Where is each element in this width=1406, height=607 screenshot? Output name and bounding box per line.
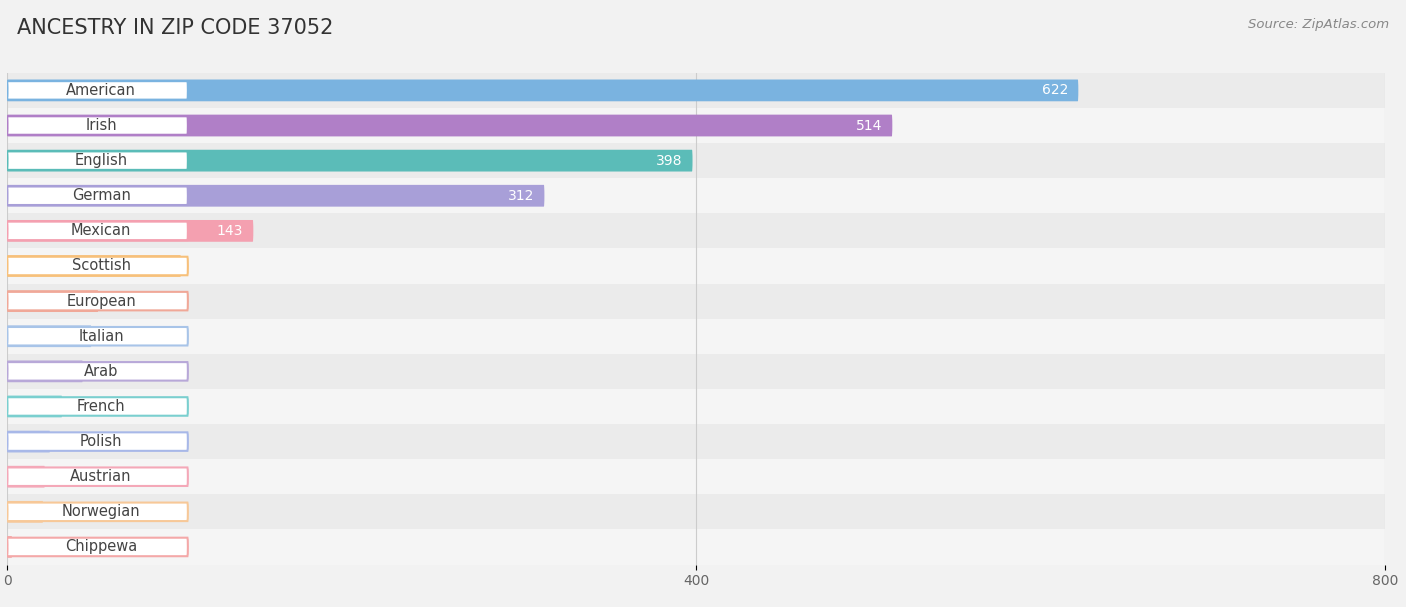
- FancyBboxPatch shape: [7, 248, 1385, 283]
- Text: Polish: Polish: [80, 434, 122, 449]
- FancyBboxPatch shape: [7, 396, 62, 418]
- Text: Mexican: Mexican: [70, 223, 131, 239]
- Text: Chippewa: Chippewa: [65, 540, 138, 554]
- FancyBboxPatch shape: [7, 397, 188, 416]
- FancyBboxPatch shape: [7, 222, 188, 240]
- FancyBboxPatch shape: [7, 494, 1385, 529]
- Text: 21: 21: [58, 505, 75, 519]
- FancyBboxPatch shape: [7, 108, 1385, 143]
- Text: 101: 101: [145, 259, 170, 273]
- Text: American: American: [66, 83, 136, 98]
- Text: 32: 32: [76, 399, 93, 413]
- Text: Scottish: Scottish: [72, 259, 131, 274]
- Text: Arab: Arab: [84, 364, 118, 379]
- Text: 53: 53: [112, 294, 129, 308]
- FancyBboxPatch shape: [7, 81, 188, 100]
- FancyBboxPatch shape: [7, 432, 188, 451]
- FancyBboxPatch shape: [7, 80, 1078, 101]
- Text: Italian: Italian: [79, 329, 124, 344]
- FancyBboxPatch shape: [7, 213, 1385, 248]
- FancyBboxPatch shape: [7, 283, 1385, 319]
- Text: Austrian: Austrian: [70, 469, 132, 484]
- FancyBboxPatch shape: [7, 389, 1385, 424]
- FancyBboxPatch shape: [7, 185, 544, 206]
- FancyBboxPatch shape: [7, 186, 188, 205]
- FancyBboxPatch shape: [7, 255, 181, 277]
- Text: English: English: [75, 153, 128, 168]
- FancyBboxPatch shape: [7, 424, 1385, 459]
- FancyBboxPatch shape: [7, 257, 188, 275]
- FancyBboxPatch shape: [7, 327, 188, 345]
- FancyBboxPatch shape: [7, 151, 188, 170]
- FancyBboxPatch shape: [7, 361, 83, 382]
- FancyBboxPatch shape: [7, 459, 1385, 494]
- FancyBboxPatch shape: [7, 220, 253, 242]
- Text: 3: 3: [25, 540, 35, 554]
- Text: German: German: [72, 188, 131, 203]
- FancyBboxPatch shape: [7, 150, 693, 172]
- Text: 312: 312: [508, 189, 534, 203]
- Text: Norwegian: Norwegian: [62, 504, 141, 520]
- FancyBboxPatch shape: [7, 362, 188, 381]
- FancyBboxPatch shape: [7, 467, 188, 486]
- FancyBboxPatch shape: [7, 503, 188, 521]
- Text: European: European: [66, 294, 136, 308]
- FancyBboxPatch shape: [7, 178, 1385, 213]
- FancyBboxPatch shape: [7, 431, 51, 452]
- FancyBboxPatch shape: [7, 466, 45, 487]
- Text: 22: 22: [59, 470, 76, 484]
- Text: 44: 44: [97, 364, 114, 378]
- Text: 143: 143: [217, 224, 243, 238]
- FancyBboxPatch shape: [7, 354, 1385, 389]
- FancyBboxPatch shape: [7, 73, 1385, 108]
- Text: 622: 622: [1042, 83, 1069, 97]
- Text: 398: 398: [655, 154, 682, 168]
- FancyBboxPatch shape: [7, 115, 893, 137]
- Text: 25: 25: [63, 435, 82, 449]
- FancyBboxPatch shape: [7, 325, 91, 347]
- FancyBboxPatch shape: [7, 290, 98, 312]
- Text: French: French: [77, 399, 125, 414]
- FancyBboxPatch shape: [7, 143, 1385, 178]
- FancyBboxPatch shape: [7, 538, 188, 556]
- FancyBboxPatch shape: [7, 117, 188, 135]
- FancyBboxPatch shape: [7, 536, 13, 558]
- FancyBboxPatch shape: [7, 319, 1385, 354]
- Text: Source: ZipAtlas.com: Source: ZipAtlas.com: [1249, 18, 1389, 31]
- Text: 514: 514: [856, 118, 882, 132]
- FancyBboxPatch shape: [7, 292, 188, 310]
- Text: Irish: Irish: [86, 118, 117, 133]
- Text: ANCESTRY IN ZIP CODE 37052: ANCESTRY IN ZIP CODE 37052: [17, 18, 333, 38]
- Text: 49: 49: [105, 329, 122, 343]
- FancyBboxPatch shape: [7, 529, 1385, 565]
- FancyBboxPatch shape: [7, 501, 44, 523]
